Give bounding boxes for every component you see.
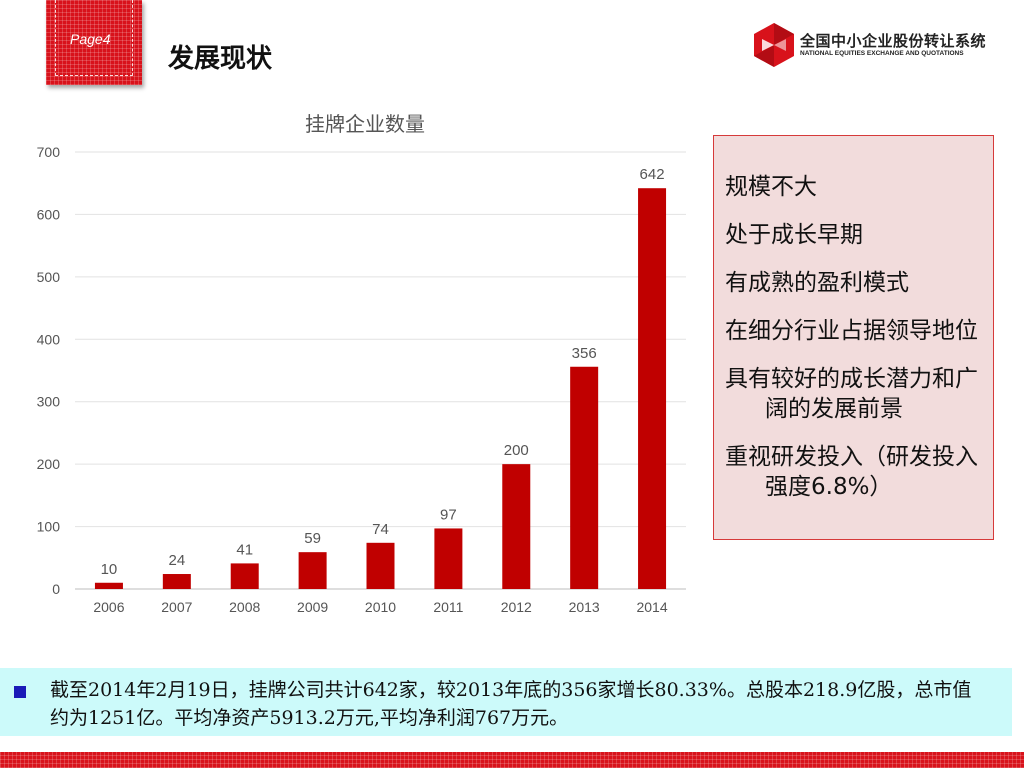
key-points-box: 规模不大 处于成长早期 有成熟的盈利模式 在细分行业占据领导地位 具有较好的成长… [713,135,994,540]
bar [230,563,259,589]
key-point: 有成熟的盈利模式 [725,270,909,296]
bar [570,366,599,589]
chart-bars [94,188,667,590]
bar-value-label: 97 [440,506,457,523]
key-point: 规模不大 [725,174,817,200]
y-tick-label: 600 [37,206,61,222]
x-tick-label: 2014 [636,599,667,615]
page-badge: Page4 [46,0,142,85]
logo: 全国中小企业股份转让系统 NATIONAL EQUITIES EXCHANGE … [752,22,1002,68]
logo-en-text: NATIONAL EQUITIES EXCHANGE AND QUOTATION… [800,50,964,57]
bar-value-label: 41 [236,541,253,558]
bar [94,582,123,589]
bar-value-label: 10 [101,561,118,578]
x-tick-label: 2013 [569,599,600,615]
x-tick-label: 2008 [229,599,260,615]
y-tick-label: 200 [37,456,61,472]
logo-cn-text: 全国中小企业股份转让系统 [800,32,987,50]
bar [298,552,327,589]
chart-x-ticks: 2006 2007 2008 2009 2010 2011 2012 2013 2014 [93,599,667,615]
bar-value-label: 24 [168,552,185,569]
x-tick-label: 2010 [365,599,396,615]
y-tick-label: 100 [37,519,61,535]
y-tick-label: 700 [37,144,61,160]
key-point: 重视研发投入（研发投入强度6.8%） [725,444,978,500]
y-tick-label: 400 [37,331,61,347]
chart-y-ticks: 0 100 200 300 400 500 600 700 [37,144,61,597]
footer-strip [0,752,1024,768]
page-number: Page4 [70,31,111,47]
key-point: 处于成长早期 [725,222,863,248]
x-tick-label: 2009 [297,599,328,615]
x-tick-label: 2007 [161,599,192,615]
summary-text: 截至2014年2月19日，挂牌公司共计642家，较2013年底的356家增长80… [50,679,972,729]
bar-chart: 0 100 200 300 400 500 600 700 10 24 41 59 74 97 200 35… [37,144,686,615]
summary-note: 截至2014年2月19日，挂牌公司共计642家，较2013年底的356家增长80… [0,668,1012,736]
bar [502,464,531,589]
page-badge-frame [55,0,133,76]
y-tick-label: 500 [37,269,61,285]
bar [434,528,463,589]
bar-value-label: 74 [372,521,389,538]
chart-title: 挂牌企业数量 [305,112,425,136]
bar-value-label: 642 [640,166,665,183]
x-tick-label: 2011 [433,599,463,615]
y-tick-label: 0 [52,581,60,597]
bar [366,542,395,589]
bar-value-label: 59 [304,530,321,547]
neeq-logo-icon [754,23,794,67]
chart-data-labels: 10 24 41 59 74 97 200 356 642 [101,166,665,578]
x-tick-label: 2006 [93,599,124,615]
key-point: 在细分行业占据领导地位 [725,318,978,344]
x-tick-label: 2012 [501,599,532,615]
slide-title: 发展现状 [168,44,273,74]
key-point: 具有较好的成长潜力和广阔的发展前景 [725,366,978,422]
y-tick-label: 300 [37,394,61,410]
square-bullet-icon [14,686,26,698]
bar [162,574,191,589]
key-points-list: 规模不大 处于成长早期 有成熟的盈利模式 在细分行业占据领导地位 具有较好的成长… [714,136,993,502]
bar-value-label: 200 [504,442,529,459]
bar-value-label: 356 [572,345,597,362]
bar [638,188,667,590]
